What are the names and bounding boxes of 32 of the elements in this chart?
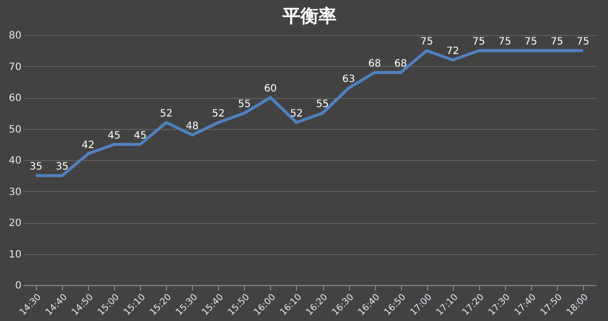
data-label: 72 bbox=[446, 46, 460, 57]
data-label: 75 bbox=[550, 36, 564, 48]
data-label: 45 bbox=[108, 130, 121, 142]
chart-title: 平衡率 bbox=[282, 6, 336, 27]
data-label: 52 bbox=[212, 108, 225, 120]
data-label: 75 bbox=[420, 36, 434, 48]
y-tick-label: 40 bbox=[8, 156, 22, 166]
data-label: 55 bbox=[238, 99, 251, 110]
data-label: 52 bbox=[160, 108, 173, 120]
y-tick-label: 20 bbox=[8, 218, 22, 229]
data-label: 52 bbox=[290, 108, 303, 120]
y-tick-label: 60 bbox=[8, 93, 22, 104]
data-label: 45 bbox=[134, 130, 147, 142]
data-label: 63 bbox=[342, 74, 355, 86]
data-label: 35 bbox=[30, 162, 42, 173]
y-tick-label: 50 bbox=[8, 124, 22, 136]
data-label: 75 bbox=[498, 36, 512, 48]
y-tick-label: 0 bbox=[15, 280, 22, 292]
data-label: 75 bbox=[524, 36, 538, 48]
data-label: 60 bbox=[264, 84, 277, 94]
y-tick-label: 10 bbox=[8, 249, 22, 260]
y-tick-label: 30 bbox=[8, 186, 22, 198]
data-label: 75 bbox=[472, 36, 486, 48]
data-label: 68 bbox=[394, 58, 408, 70]
y-tick-label: 70 bbox=[8, 62, 22, 73]
data-label: 35 bbox=[56, 162, 68, 173]
data-label: 55 bbox=[316, 99, 329, 110]
y-tick-label: 80 bbox=[8, 30, 22, 42]
data-label: 75 bbox=[576, 36, 590, 48]
data-label: 42 bbox=[82, 140, 94, 151]
data-label: 48 bbox=[186, 121, 199, 132]
data-label: 68 bbox=[368, 58, 381, 70]
